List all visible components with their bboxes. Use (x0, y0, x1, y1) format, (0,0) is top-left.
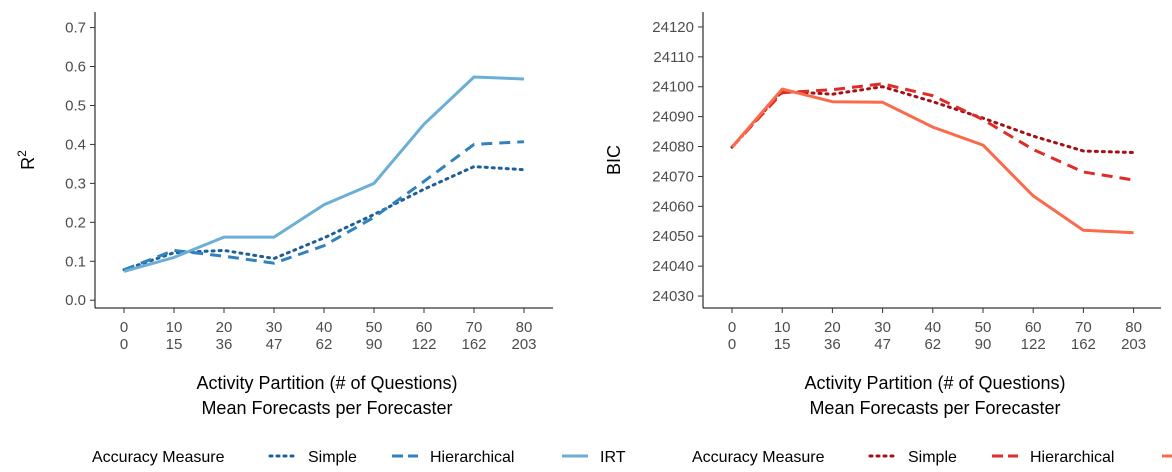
legend-label-irt: IRT (600, 449, 626, 466)
x-tick-label-bottom: 122 (1021, 336, 1046, 353)
series-line-hierarchical (123, 140, 525, 272)
legend-label-simple: Simple (908, 449, 957, 466)
x-axis-title-line2: Mean Forecasts per Forecaster (201, 398, 452, 418)
x-tick-label-top: 60 (416, 319, 433, 336)
x-tick-label-bottom: 47 (874, 336, 891, 353)
x-tick-label-bottom: 15 (774, 336, 791, 353)
x-tick-label-top: 10 (166, 319, 183, 336)
x-tick-label-bottom: 90 (975, 336, 992, 353)
x-tick-label-top: 80 (516, 319, 533, 336)
y-tick-label: 0.7 (65, 20, 86, 37)
y-tick-label: 24120 (652, 19, 694, 36)
y-tick-label: 24110 (653, 49, 694, 66)
x-tick-label-bottom: 90 (366, 336, 383, 353)
x-tick-label-top: 40 (316, 319, 333, 336)
x-tick-label-bottom: 62 (316, 336, 333, 353)
chart-panel-2: 24030 24040 24050 24060 24070 24080 24090 24100… (604, 12, 1172, 466)
x-tick-label-bottom: 122 (411, 336, 436, 353)
y-tick-label: 24050 (652, 228, 694, 245)
y-axis-title: R2 (15, 150, 38, 170)
y-tick-label: 24030 (652, 288, 694, 305)
x-tick-label-bottom: 0 (120, 336, 128, 353)
legend-title: Accuracy Measure (692, 449, 825, 466)
y-tick-label: 0.1 (65, 253, 86, 270)
x-tick-label-top: 40 (924, 319, 941, 336)
y-tick-label: 24060 (652, 198, 694, 215)
series-line-irt (730, 87, 1134, 235)
x-tick-label-top: 0 (120, 319, 128, 336)
x-tick-label-bottom: 0 (728, 336, 736, 353)
series-line-hierarchical (730, 82, 1134, 182)
x-axis-title-line1: Activity Partition (# of Questions) (196, 373, 457, 393)
legend-label-hierarchical: Hierarchical (1030, 449, 1114, 466)
x-tick-label-top: 10 (774, 319, 791, 336)
y-tick-label: 0.5 (65, 97, 86, 114)
y-tick-label: 0.2 (65, 214, 86, 231)
x-tick-label-bottom: 162 (1071, 336, 1096, 353)
x-tick-label-bottom: 47 (266, 336, 283, 353)
y-tick-label: 0.3 (65, 175, 86, 192)
x-tick-label-bottom: 203 (511, 336, 536, 353)
y-tick-label: 24040 (652, 258, 694, 275)
y-tick-label: 0.6 (65, 59, 86, 76)
x-axis-title-line1: Activity Partition (# of Questions) (804, 373, 1065, 393)
x-tick-label-top: 70 (1075, 319, 1092, 336)
x-tick-label-top: 30 (266, 319, 283, 336)
x-tick-label-top: 80 (1125, 319, 1142, 336)
x-tick-label-top: 60 (1025, 319, 1042, 336)
x-tick-label-bottom: 36 (216, 336, 233, 353)
legend-label-simple: Simple (308, 449, 357, 466)
y-axis-title: BIC (604, 145, 624, 175)
y-tick-label: 24070 (652, 168, 694, 185)
x-tick-label-bottom: 15 (166, 336, 183, 353)
x-tick-label-bottom: 162 (461, 336, 486, 353)
y-tick-label: 24090 (652, 109, 694, 126)
legend-label-hierarchical: Hierarchical (430, 449, 514, 466)
series-line-irt (123, 75, 525, 273)
legend: Accuracy Measure Simple Hierarchical IRT (92, 449, 626, 466)
x-tick-label-bottom: 62 (924, 336, 941, 353)
y-tick-label: 0.0 (65, 292, 86, 309)
x-tick-label-top: 20 (216, 319, 233, 336)
x-axis-title-line2: Mean Forecasts per Forecaster (809, 398, 1060, 418)
x-tick-label-top: 30 (874, 319, 891, 336)
y-tick-label: 24080 (652, 139, 694, 156)
x-tick-label-top: 20 (824, 319, 841, 336)
x-tick-label-top: 50 (975, 319, 992, 336)
x-tick-label-top: 0 (728, 319, 736, 336)
x-tick-label-top: 70 (466, 319, 483, 336)
legend-title: Accuracy Measure (92, 449, 225, 466)
y-tick-label: 24100 (652, 79, 694, 96)
x-tick-label-bottom: 36 (824, 336, 841, 353)
x-tick-label-top: 50 (366, 319, 383, 336)
x-tick-label-bottom: 203 (1121, 336, 1146, 353)
y-tick-label: 0.4 (65, 136, 86, 153)
